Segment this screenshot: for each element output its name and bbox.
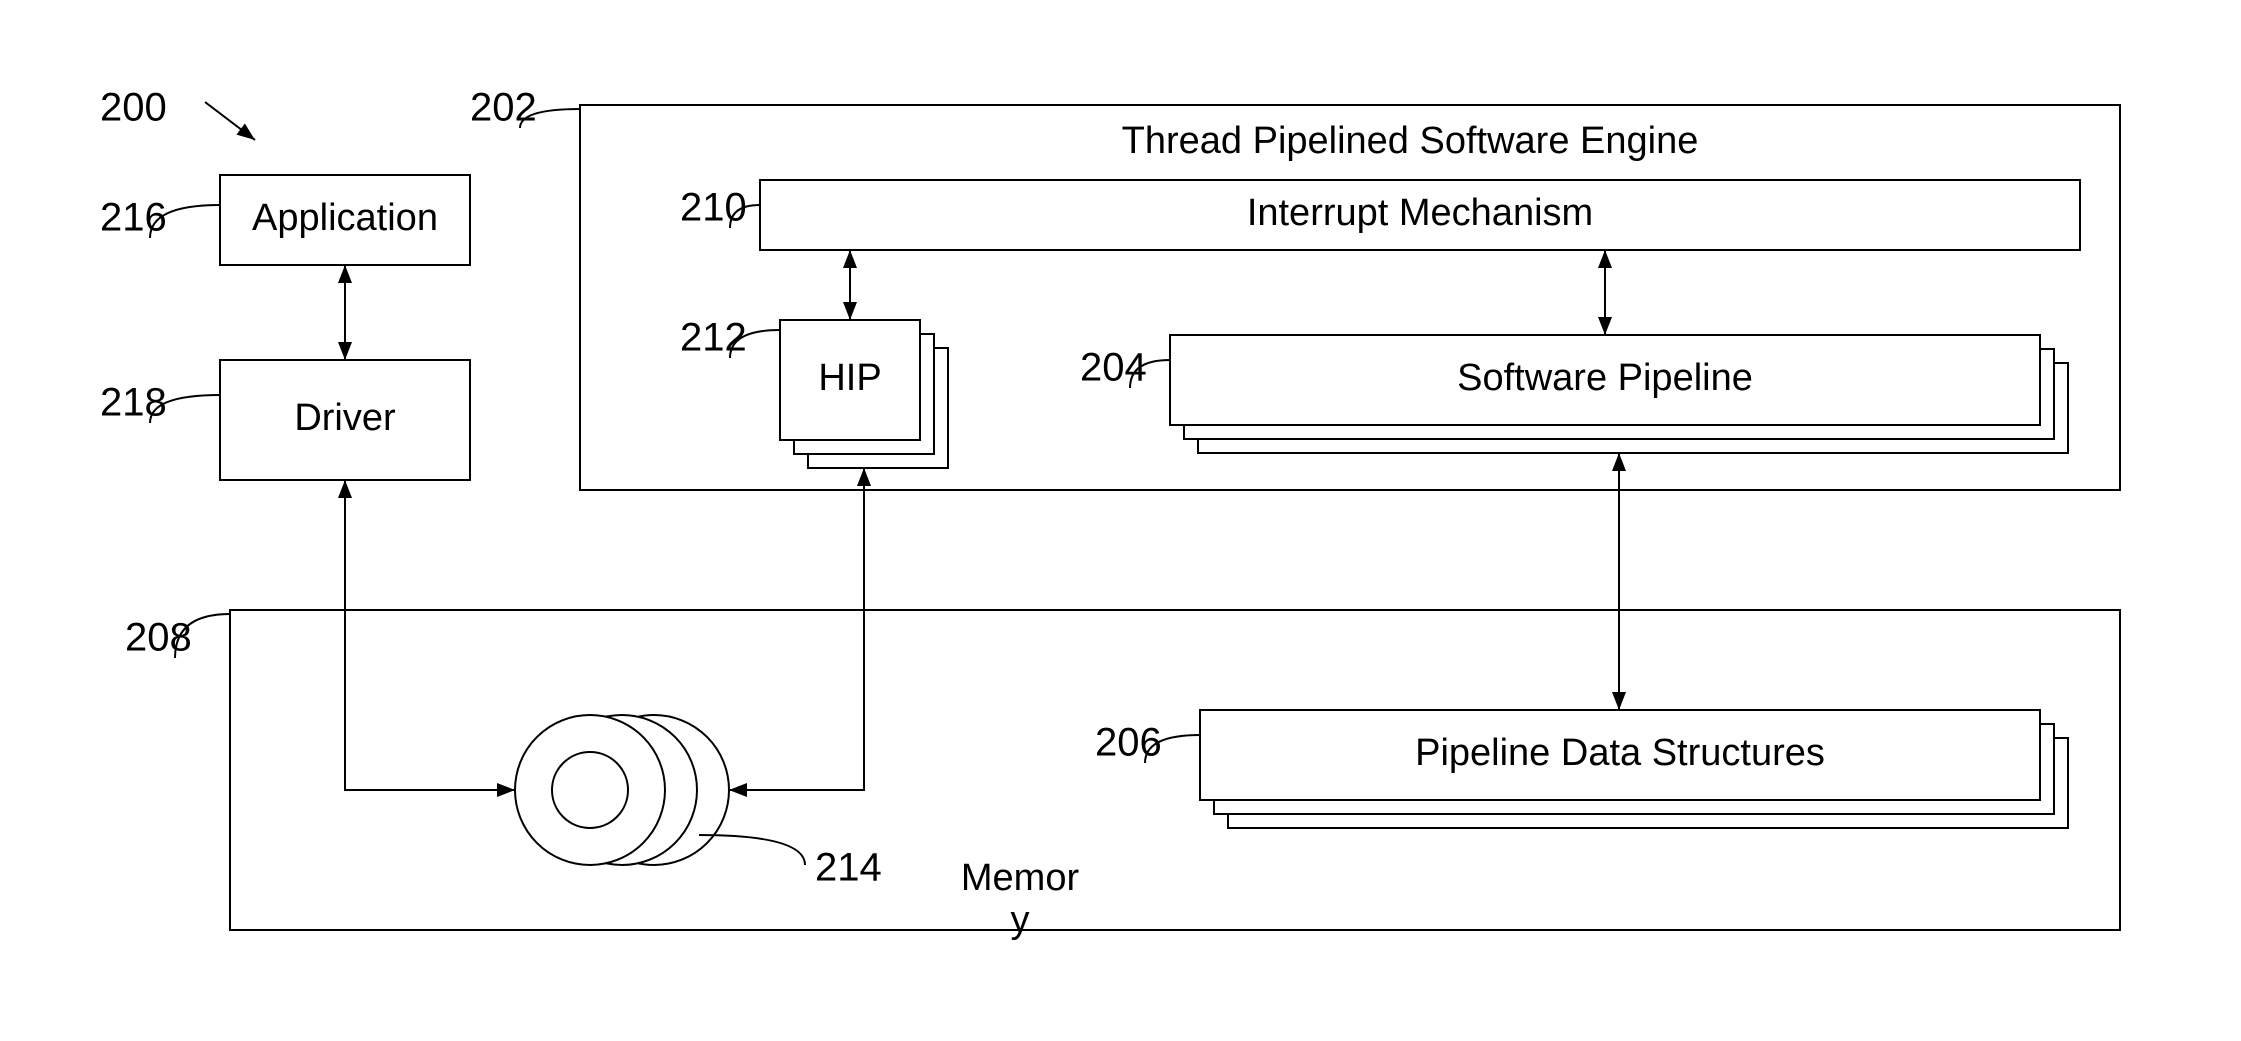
engine-title: Thread Pipelined Software Engine (1122, 120, 1699, 162)
driver-label: Driver (294, 397, 396, 439)
ref-210: 210 (680, 186, 747, 230)
ref-206: 206 (1095, 721, 1162, 765)
ref-200: 200 (100, 86, 167, 130)
ref-216: 216 (100, 196, 167, 240)
memory-label-a: Memor (961, 857, 1080, 899)
hip-label: HIP (818, 357, 881, 399)
ref-202: 202 (470, 86, 537, 130)
application-label: Application (252, 197, 438, 239)
interrupt-label: Interrupt Mechanism (1247, 192, 1593, 234)
ref-212: 212 (680, 316, 747, 360)
ref-218: 218 (100, 381, 167, 425)
memory-label-b: y (1011, 899, 1030, 941)
diagram-canvas: Thread Pipelined Software Engine Interrup… (0, 0, 2241, 1041)
sw-pipeline-label: Software Pipeline (1457, 357, 1753, 399)
ref-214: 214 (815, 846, 882, 890)
ref-208: 208 (125, 616, 192, 660)
ref-204: 204 (1080, 346, 1147, 390)
pds-label: Pipeline Data Structures (1415, 732, 1825, 774)
